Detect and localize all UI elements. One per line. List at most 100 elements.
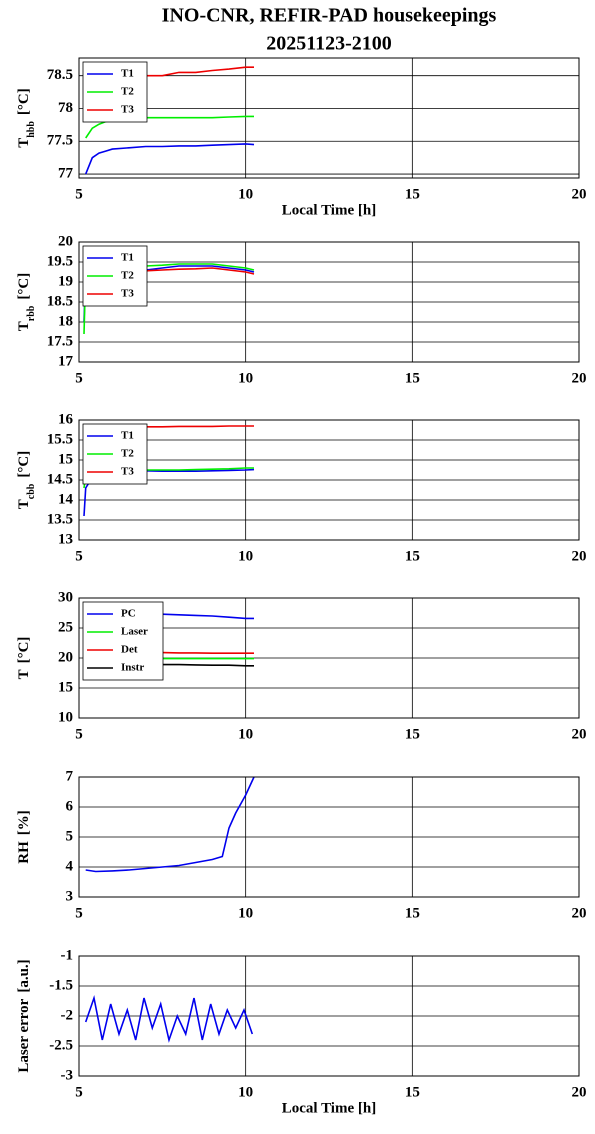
plot-frame	[78, 241, 580, 363]
y-tick-label: 13	[58, 531, 73, 547]
x-tick-label: 15	[405, 726, 420, 742]
y-label-text: T	[16, 138, 32, 148]
y-label-unit: [°C]	[16, 637, 32, 664]
y-axis-label: Thbb [°C]	[16, 88, 37, 148]
x-tick-label: 10	[238, 1084, 253, 1100]
x-tick-label: 15	[405, 548, 420, 564]
y-tick-label: -1	[61, 947, 74, 963]
y-tick-label: 20	[58, 649, 73, 665]
series-line	[85, 115, 254, 139]
y-tick-label: 77	[58, 166, 74, 182]
x-tick-label: 10	[238, 905, 253, 921]
x-tick-label: 5	[75, 1084, 83, 1100]
x-tick-label: 15	[405, 905, 420, 921]
x-axis-label: Local Time [h]	[282, 1100, 376, 1116]
y-tick-label: 78	[58, 100, 73, 116]
x-tick-label: 20	[572, 186, 587, 202]
legend-label: T1	[121, 68, 134, 80]
y-tick-label: 15.5	[47, 431, 73, 447]
y-tick-label: 14.5	[47, 471, 73, 487]
y-label-subscript: rbb	[26, 305, 37, 321]
x-tick-label: 15	[405, 370, 420, 386]
legend-label: T2	[121, 270, 134, 282]
y-label-unit: [a.u.]	[16, 959, 32, 992]
legend-box	[82, 601, 164, 681]
x-axis-label: Local Time [h]	[282, 202, 376, 218]
x-tick-label: 10	[238, 370, 253, 386]
y-tick-label: 77.5	[47, 133, 73, 149]
y-label-text: Laser error	[16, 998, 32, 1072]
y-tick-label: -1.5	[49, 977, 73, 993]
chart-title: INO-CNR, REFIR-PAD housekeepings	[162, 5, 497, 27]
x-tick-label: 15	[405, 186, 420, 202]
legend-label: PC	[121, 608, 136, 620]
y-tick-label: 6	[66, 798, 74, 814]
y-axis-label: T [°C]	[16, 637, 32, 680]
legend-label: Instr	[121, 662, 144, 674]
y-label-subscript: cbb	[26, 483, 37, 499]
y-tick-label: 14	[58, 491, 74, 507]
y-tick-label: 19.5	[47, 253, 73, 269]
x-tick-label: 5	[75, 186, 83, 202]
plot-frame	[78, 597, 580, 719]
x-tick-label: 20	[572, 370, 587, 386]
y-tick-label: 18.5	[47, 293, 73, 309]
y-tick-label: 4	[66, 858, 74, 874]
x-tick-label: 10	[238, 186, 253, 202]
y-tick-label: 19	[58, 273, 73, 289]
legend-label: Det	[121, 644, 138, 656]
x-tick-label: 5	[75, 726, 83, 742]
series-line	[84, 994, 254, 1043]
y-tick-label: 16	[58, 411, 74, 427]
y-tick-label: 17.5	[47, 333, 73, 349]
y-label-text: T	[16, 499, 32, 509]
y-label-unit: [°C]	[16, 451, 32, 478]
y-tick-label: 78.5	[47, 67, 73, 83]
plot-frame	[78, 955, 580, 1077]
legend-label: T1	[121, 252, 134, 264]
y-tick-label: 3	[66, 888, 74, 904]
y-tick-label: -2	[61, 1007, 74, 1023]
y-tick-label: 18	[58, 313, 73, 329]
legend-box	[82, 245, 148, 307]
y-tick-label: 7	[66, 768, 74, 784]
legend-label: T1	[121, 430, 134, 442]
x-tick-label: 15	[405, 1084, 420, 1100]
y-label-subscript: hbb	[26, 121, 37, 138]
x-tick-label: 20	[572, 905, 587, 921]
y-axis-label: Laser error [a.u.]	[16, 959, 32, 1072]
series-line	[85, 776, 255, 873]
y-label-text: RH	[16, 841, 32, 864]
legend-label: T2	[121, 448, 134, 460]
y-axis-label: Tcbb [°C]	[16, 451, 37, 509]
legend-label: Laser	[121, 626, 148, 638]
legend-label: T2	[121, 86, 134, 98]
y-label-unit: [%]	[16, 810, 32, 835]
y-axis-label: Trbb [°C]	[16, 273, 37, 331]
legend-label: T3	[121, 288, 134, 300]
legend-label: T3	[121, 466, 134, 478]
y-tick-label: 10	[58, 709, 73, 725]
legend-label: T3	[121, 104, 134, 116]
y-tick-label: 30	[58, 589, 73, 605]
x-tick-label: 20	[572, 1084, 587, 1100]
y-axis-label: RH [%]	[16, 810, 32, 864]
y-label-text: T	[16, 321, 32, 331]
x-tick-label: 10	[238, 726, 253, 742]
x-tick-label: 20	[572, 726, 587, 742]
plot-frame	[78, 776, 580, 898]
y-tick-label: 17	[58, 353, 74, 369]
y-tick-label: 5	[66, 828, 74, 844]
chart-subtitle: 20251123-2100	[266, 33, 392, 55]
y-label-text: T	[16, 669, 32, 679]
x-tick-label: 5	[75, 905, 83, 921]
x-tick-label: 20	[572, 548, 587, 564]
y-tick-label: 13.5	[47, 511, 73, 527]
y-label-unit: [°C]	[16, 88, 32, 115]
y-tick-label: 15	[58, 679, 73, 695]
y-tick-label: -2.5	[49, 1037, 73, 1053]
y-tick-label: -3	[61, 1067, 74, 1083]
x-tick-label: 5	[75, 548, 83, 564]
x-tick-label: 5	[75, 370, 83, 386]
